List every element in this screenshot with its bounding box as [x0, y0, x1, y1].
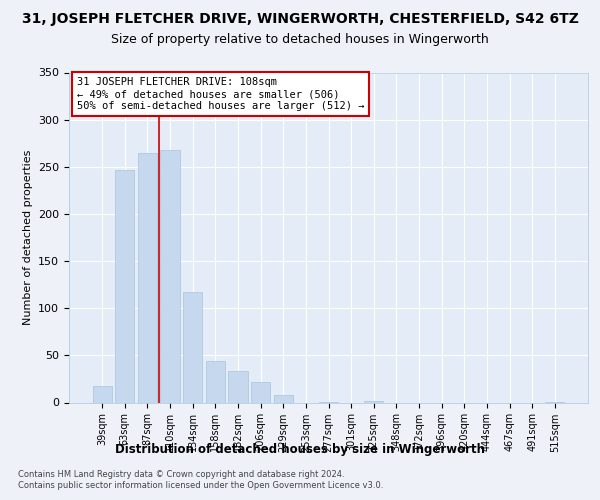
Bar — [160, 150, 180, 403]
Text: Contains public sector information licensed under the Open Government Licence v3: Contains public sector information licen… — [18, 481, 383, 490]
Text: Contains HM Land Registry data © Crown copyright and database right 2024.: Contains HM Land Registry data © Crown c… — [18, 470, 344, 479]
Text: Distribution of detached houses by size in Wingerworth: Distribution of detached houses by size … — [115, 442, 485, 456]
Y-axis label: Number of detached properties: Number of detached properties — [23, 150, 32, 325]
Text: 31, JOSEPH FLETCHER DRIVE, WINGERWORTH, CHESTERFIELD, S42 6TZ: 31, JOSEPH FLETCHER DRIVE, WINGERWORTH, … — [22, 12, 578, 26]
Bar — [92, 386, 112, 402]
Bar — [115, 170, 134, 402]
Bar — [138, 152, 157, 402]
Text: Size of property relative to detached houses in Wingerworth: Size of property relative to detached ho… — [111, 32, 489, 46]
Bar — [183, 292, 202, 403]
Bar — [251, 382, 270, 402]
Text: 31 JOSEPH FLETCHER DRIVE: 108sqm
← 49% of detached houses are smaller (506)
50% : 31 JOSEPH FLETCHER DRIVE: 108sqm ← 49% o… — [77, 78, 364, 110]
Bar — [274, 395, 293, 402]
Bar — [206, 361, 225, 403]
Bar — [229, 372, 248, 402]
Bar — [364, 400, 383, 402]
